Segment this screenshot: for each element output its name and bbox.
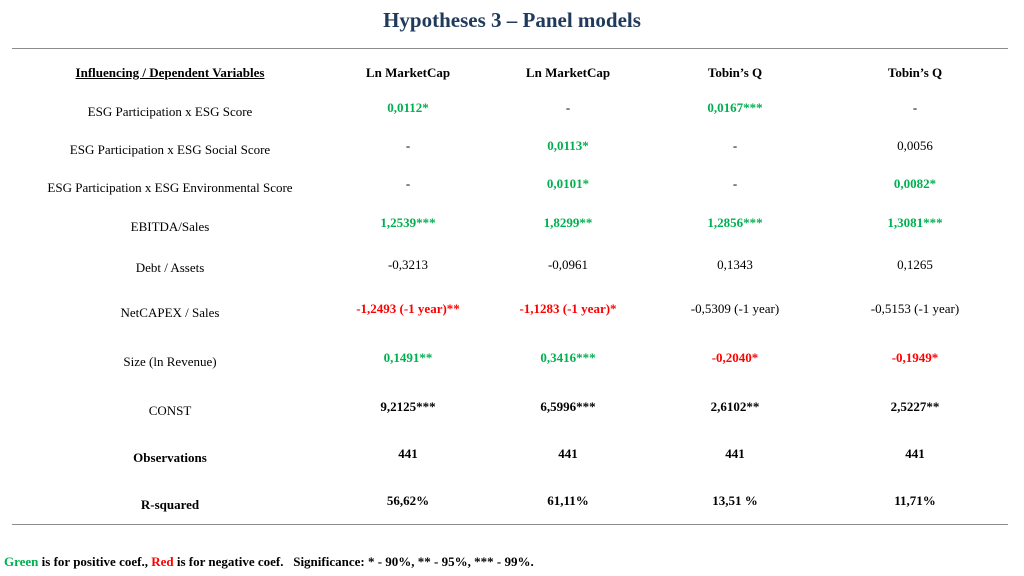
row-label: R-squared [140,497,200,512]
table-cell: -0,5309 (-1 year) [690,301,780,316]
table-cell: 441 [558,446,578,461]
table-cell: 0,0056 [897,138,933,153]
table-cell: - [405,176,411,191]
header-col-4: Tobin’s Q [887,65,943,80]
legend-green-text: is for positive coef., [38,554,152,569]
legend-footnote: Green is for positive coef., Red is for … [4,554,534,570]
table-cell: -0,2040* [711,350,759,365]
table-cell: 13,51 % [712,493,758,508]
table-cell: 1,3081*** [887,215,943,230]
table-cell: 11,71% [894,493,936,508]
row-label: ESG Participation x ESG Social Score [69,142,271,157]
row-label: ESG Participation x ESG Environmental Sc… [47,180,293,195]
table-cell: 441 [905,446,925,461]
table-cell: -0,1949* [891,350,939,365]
table-cell: -0,0961 [547,257,589,272]
table-cell: 0,0167*** [707,100,763,115]
row-label: Size (ln Revenue) [123,354,217,369]
table-cell: 1,8299** [543,215,593,230]
row-label: Debt / Assets [135,260,205,275]
table-cell: 6,5996*** [540,399,596,414]
table-cell: - [405,138,411,153]
table-cell: 9,2125*** [380,399,436,414]
table-cell: 0,0101* [546,176,590,191]
page-title: Hypotheses 3 – Panel models [383,8,641,32]
table-cell: 61,11% [547,493,589,508]
table-cell: - [912,100,918,115]
table-cell: -1,1283 (-1 year)* [519,301,617,316]
table-cell: 0,0082* [893,176,937,191]
table-cell: 0,1491** [383,350,433,365]
table-cell: 1,2856*** [707,215,763,230]
row-label: ESG Participation x ESG Score [87,104,253,119]
table-cell: 441 [398,446,418,461]
top-divider [12,48,1008,49]
table-cell: -1,2493 (-1 year)** [356,301,460,316]
table-cell: 2,6102** [710,399,760,414]
row-label: EBITDA/Sales [130,219,210,234]
table-cell: 0,3416*** [540,350,596,365]
legend-red-word: Red [151,554,174,569]
table-cell: 0,1343 [717,257,753,272]
row-label: Observations [133,450,207,465]
table-cell: -0,3213 [387,257,429,272]
row-label: CONST [148,403,192,418]
table-cell: - [732,138,738,153]
significance-note: Significance: * - 90%, ** - 95%, *** - 9… [293,554,534,569]
header-col-3: Tobin’s Q [707,65,763,80]
legend-red-text: is for negative coef. [173,554,284,569]
table-cell: 56,62% [386,493,430,508]
table-cell: 0,0113* [547,138,589,153]
bottom-divider [12,524,1008,525]
table-cell: -0,5153 (-1 year) [870,301,960,316]
table-cell: 0,1265 [897,257,933,272]
legend-green-word: Green [4,554,39,569]
row-label: NetCAPEX / Sales [120,305,220,320]
table-cell: - [565,100,571,115]
header-col-1: Ln MarketCap [365,65,451,80]
table-cell: 0,0112* [387,100,429,115]
table-cell: 2,5227** [890,399,940,414]
header-variables: Influencing / Dependent Variables [75,65,265,80]
header-col-2: Ln MarketCap [525,65,611,80]
table-cell: 441 [725,446,745,461]
table-cell: 1,2539*** [380,215,436,230]
table-cell: - [732,176,738,191]
